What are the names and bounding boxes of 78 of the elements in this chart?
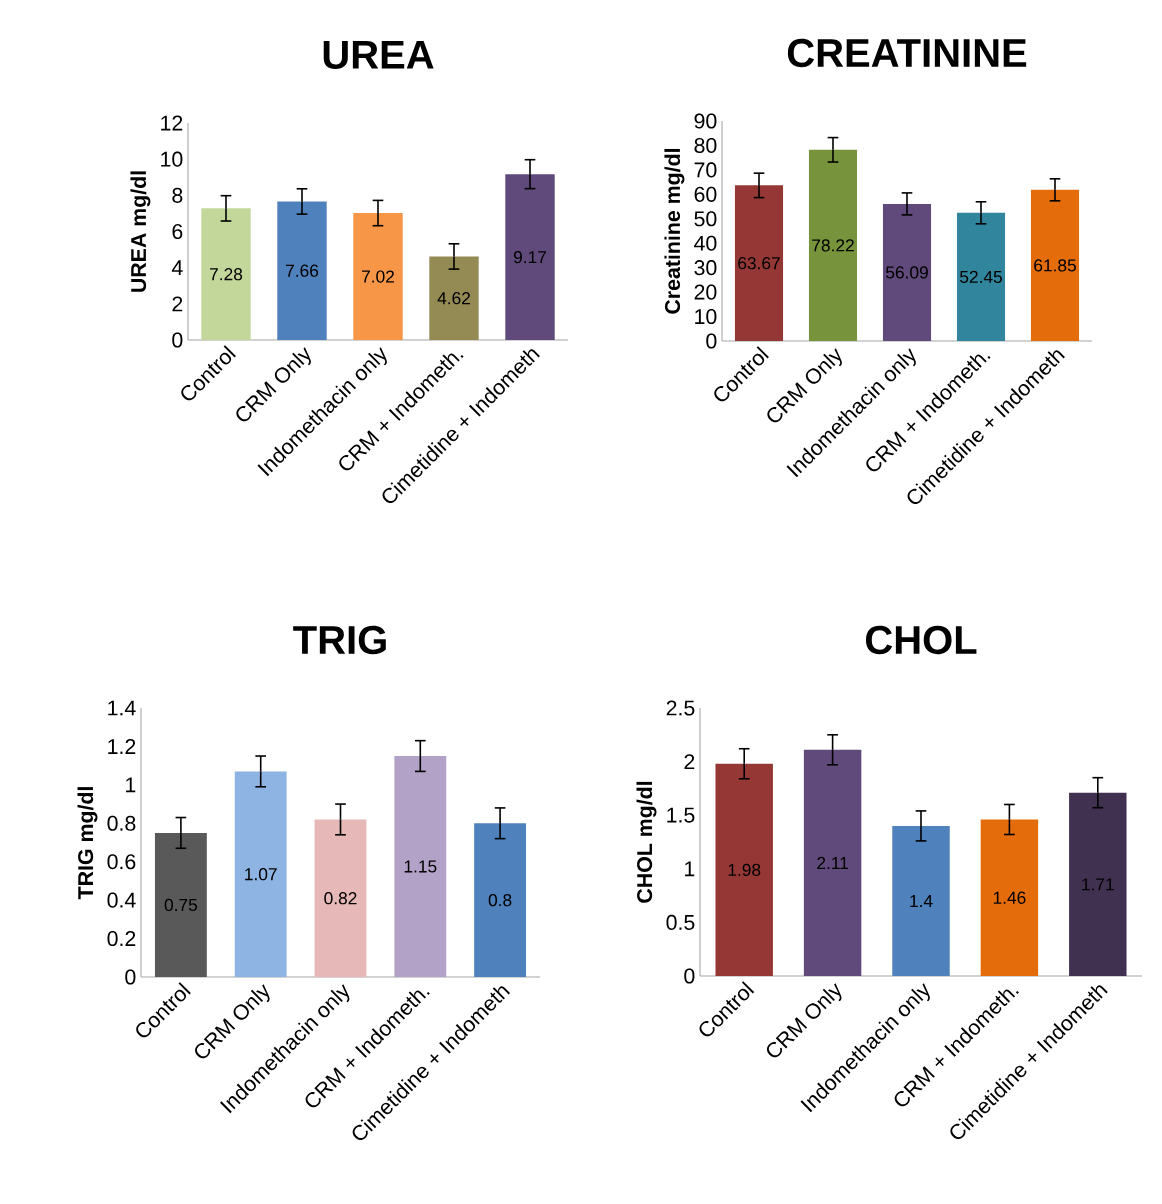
bar	[277, 201, 327, 340]
y-tick-label: 12	[161, 115, 183, 131]
y-tick-label: 1	[685, 861, 695, 877]
y-tick-label: 2	[172, 296, 183, 312]
data-label: 1.71	[1082, 878, 1114, 891]
bar	[429, 256, 479, 340]
data-label: 7.28	[210, 268, 243, 281]
bar	[314, 819, 367, 977]
bar	[201, 208, 251, 340]
y-tick-label: 4	[171, 260, 183, 275]
bar	[154, 832, 207, 977]
data-label: 9.17	[513, 250, 546, 264]
y-tick-label: 20	[694, 284, 717, 300]
bar	[353, 213, 403, 340]
y-tick-label: 1.2	[108, 738, 136, 754]
y-tick-label: 50	[694, 211, 717, 227]
y-tick-label: 30	[694, 260, 717, 276]
y-axis-title: UREA mg/dl	[130, 171, 151, 292]
data-label: 1.4	[910, 895, 933, 907]
y-tick-label: 6	[172, 223, 183, 240]
data-label: 7.02	[362, 270, 394, 283]
bar	[1030, 189, 1080, 341]
y-tick-label: 2.5	[666, 700, 695, 716]
y-tick-label: 40	[694, 235, 717, 251]
bar	[715, 763, 773, 976]
y-axis-title: TRIG mg/dl	[77, 787, 98, 900]
data-label: 0.82	[324, 892, 357, 905]
data-label: 1.98	[728, 863, 761, 877]
data-label: 1.07	[245, 868, 277, 881]
data-label: 61.85	[1034, 259, 1076, 272]
chart-title: TRIG	[293, 625, 386, 655]
y-tick-label: 0.8	[107, 815, 136, 831]
y-tick-label: 1.5	[667, 807, 695, 823]
y-tick-label: 2	[684, 754, 695, 770]
bar	[956, 212, 1006, 341]
bar	[980, 819, 1039, 976]
bar	[808, 149, 858, 341]
y-tick-label: 0.6	[107, 854, 136, 870]
y-tick-label: 8	[172, 187, 183, 203]
data-label: 4.62	[437, 292, 470, 305]
data-label: 0.8	[488, 894, 512, 907]
data-label: 63.67	[738, 257, 780, 270]
y-axis-title: CHOL mg/dl	[636, 781, 657, 903]
bar	[882, 203, 932, 341]
data-label: 56.09	[886, 266, 928, 279]
y-axis-title: Creatinine mg/dl	[664, 148, 685, 314]
y-tick-label: 1	[126, 777, 136, 793]
data-label: 0.75	[164, 898, 198, 912]
y-tick-label: 80	[694, 137, 717, 154]
chart-title: UREA	[323, 41, 434, 69]
y-tick-label: 10	[161, 151, 183, 167]
y-tick-label: 0.5	[666, 914, 695, 930]
bar	[892, 825, 950, 976]
y-tick-label: 70	[694, 162, 717, 178]
data-label: 1.15	[404, 860, 437, 873]
y-tick-label: 0.4	[107, 892, 136, 908]
y-tick-label: 0	[125, 969, 136, 985]
chart-title: CREATININE	[787, 38, 1027, 68]
y-tick-label: 0	[172, 332, 183, 348]
y-tick-label: 0	[684, 968, 695, 984]
bar	[803, 749, 862, 976]
bar	[394, 756, 447, 977]
y-tick-label: 60	[694, 186, 717, 202]
y-tick-label: 90	[694, 113, 717, 129]
data-label: 7.66	[286, 264, 319, 277]
y-tick-label: 1.4	[108, 700, 136, 716]
bar	[505, 174, 555, 340]
data-label: 52.45	[960, 270, 1002, 284]
data-label: 78.22	[812, 239, 854, 252]
y-tick-label: 10	[695, 309, 717, 325]
bar	[234, 771, 287, 977]
chart-title: CHOL	[865, 625, 977, 655]
data-label: 1.46	[993, 891, 1026, 904]
bar	[1069, 792, 1127, 976]
bar	[734, 185, 784, 341]
bar	[474, 823, 527, 977]
y-tick-label: 0.2	[107, 931, 136, 947]
data-label: 2.11	[817, 856, 848, 869]
